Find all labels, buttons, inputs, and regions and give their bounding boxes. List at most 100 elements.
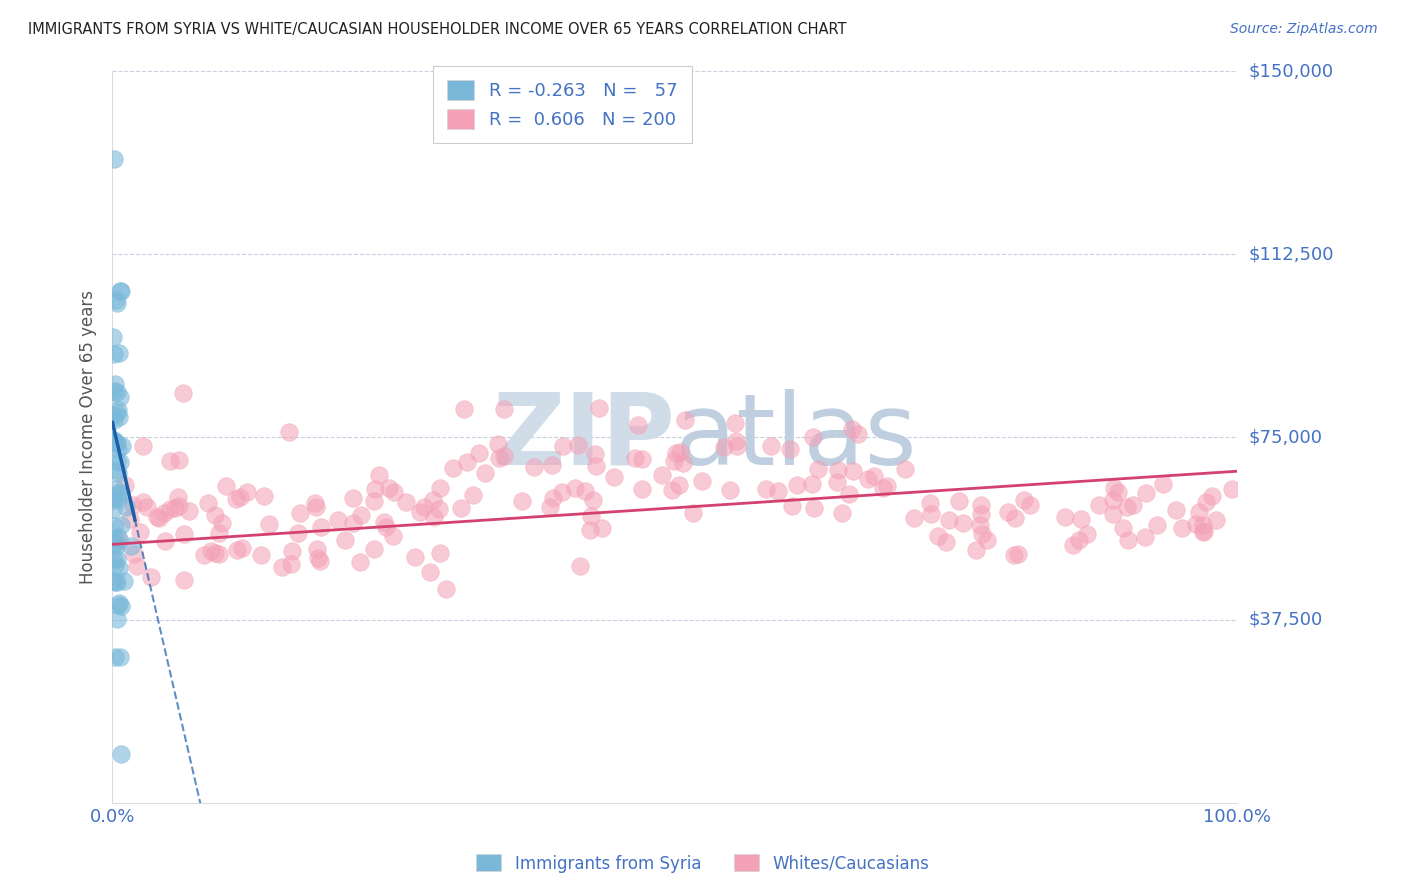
Point (825, 475, 848, 490)
Point (970, 507, 993, 521)
Point (581, 508, 603, 523)
Text: $37,500: $37,500 (1249, 611, 1323, 629)
Point (965, 542, 987, 557)
Point (103, 434, 125, 448)
Point (304, 496, 326, 510)
Point (309, 520, 332, 534)
Point (208, 526, 231, 541)
Point (786, 478, 808, 492)
Text: atlas: atlas (675, 389, 917, 485)
Point (1195, 495, 1218, 509)
Point (1191, 525, 1213, 540)
Point (427, 501, 450, 516)
Point (288, 506, 311, 520)
Point (564, 481, 586, 495)
Point (567, 438, 589, 452)
Point (831, 506, 853, 520)
Point (105, 435, 128, 450)
Point (118, 512, 141, 526)
Point (441, 461, 464, 475)
Point (1102, 481, 1125, 495)
Point (551, 484, 574, 499)
Point (579, 524, 602, 538)
Point (780, 500, 803, 514)
Point (779, 442, 801, 456)
Point (1107, 484, 1129, 499)
Point (591, 521, 613, 535)
Point (422, 510, 444, 524)
Point (103, 537, 125, 551)
Point (623, 451, 645, 466)
Point (305, 500, 328, 515)
Legend: R = -0.263   N =   57, R =  0.606   N = 200: R = -0.263 N = 57, R = 0.606 N = 200 (433, 66, 692, 144)
Point (1102, 508, 1125, 522)
Point (1067, 533, 1090, 547)
Point (280, 557, 302, 571)
Point (104, 558, 127, 573)
Point (713, 441, 735, 455)
Point (969, 498, 991, 512)
Point (569, 559, 592, 574)
Point (103, 436, 125, 450)
Point (108, 596, 131, 610)
Point (1185, 516, 1208, 531)
Point (107, 491, 129, 506)
Point (672, 456, 695, 470)
Point (935, 534, 957, 549)
Point (759, 439, 782, 453)
Point (450, 501, 472, 516)
Point (602, 470, 624, 484)
Point (1146, 517, 1168, 532)
Point (326, 513, 349, 527)
Point (308, 554, 330, 568)
Point (682, 506, 704, 520)
Point (467, 445, 489, 459)
Point (1012, 492, 1035, 507)
Point (307, 551, 329, 566)
Point (725, 434, 748, 448)
Point (1115, 500, 1137, 514)
Point (193, 548, 215, 562)
Point (253, 489, 276, 503)
Point (863, 468, 886, 483)
Point (1188, 505, 1211, 519)
Point (104, 649, 127, 664)
Point (920, 496, 942, 510)
Point (107, 410, 129, 425)
Point (105, 574, 128, 589)
Point (1122, 498, 1144, 512)
Point (404, 549, 426, 564)
Point (114, 478, 136, 492)
Point (107, 486, 129, 500)
Point (107, 598, 129, 612)
Point (101, 534, 124, 549)
Point (105, 539, 128, 553)
Point (413, 500, 436, 515)
Point (103, 413, 125, 427)
Point (259, 517, 281, 532)
Point (631, 452, 654, 467)
Point (167, 490, 190, 504)
Point (139, 569, 162, 583)
Point (145, 510, 167, 524)
Point (1004, 511, 1026, 525)
Legend: Immigrants from Syria, Whites/Caucasians: Immigrants from Syria, Whites/Caucasians (470, 847, 936, 880)
Point (474, 466, 496, 480)
Point (434, 582, 457, 596)
Text: ZIP: ZIP (492, 389, 675, 485)
Point (1192, 524, 1215, 539)
Point (876, 478, 898, 492)
Point (373, 515, 395, 529)
Point (225, 491, 247, 506)
Point (1019, 498, 1042, 512)
Point (920, 507, 942, 521)
Point (588, 401, 610, 416)
Point (583, 447, 606, 461)
Point (948, 493, 970, 508)
Text: $75,000: $75,000 (1249, 428, 1323, 446)
Point (970, 527, 993, 541)
Point (153, 506, 176, 520)
Point (1135, 486, 1157, 500)
Point (894, 462, 917, 476)
Point (148, 510, 170, 524)
